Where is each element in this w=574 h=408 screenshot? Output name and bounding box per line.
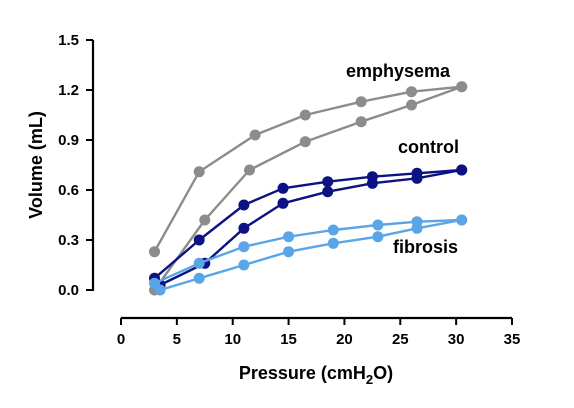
x-axis-title: Pressure (cmH2O) bbox=[239, 363, 393, 387]
x-tick-label: 5 bbox=[173, 331, 181, 348]
data-point-fibrosis bbox=[193, 272, 205, 284]
data-point-fibrosis bbox=[327, 224, 339, 236]
data-point-control bbox=[366, 171, 378, 183]
axes bbox=[91, 40, 512, 320]
data-point-fibrosis bbox=[283, 231, 295, 243]
data-point-fibrosis bbox=[238, 241, 250, 253]
y-ticks: 0.0 0.3 0.6 0.9 1.2 1.5 bbox=[58, 32, 93, 299]
data-point-emphysema bbox=[406, 86, 417, 98]
data-point-control bbox=[277, 197, 289, 209]
data-point-control bbox=[238, 222, 250, 234]
x-axis-title-subscript: 2 bbox=[366, 372, 373, 387]
y-tick-label: 0.3 bbox=[58, 232, 79, 249]
x-tick-label: 30 bbox=[448, 331, 465, 348]
data-point-fibrosis bbox=[411, 216, 423, 228]
data-point-control bbox=[411, 167, 423, 179]
data-point-emphysema bbox=[199, 214, 211, 226]
series-label-emphysema: emphysema bbox=[346, 61, 451, 81]
data-point-fibrosis bbox=[372, 231, 384, 243]
x-ticks: 0 5 10 15 20 25 30 35 bbox=[117, 318, 521, 348]
data-point-emphysema bbox=[355, 116, 367, 128]
data-point-emphysema bbox=[406, 99, 417, 111]
data-point-emphysema bbox=[299, 136, 311, 148]
y-tick-label: 0.6 bbox=[58, 182, 79, 199]
x-tick-label: 0 bbox=[117, 331, 125, 348]
x-tick-label: 35 bbox=[504, 331, 521, 348]
data-point-control bbox=[277, 182, 289, 194]
series-label-control: control bbox=[398, 137, 459, 157]
data-point-control bbox=[322, 186, 334, 198]
data-point-fibrosis bbox=[149, 277, 160, 289]
series-line-control-inflation bbox=[159, 168, 462, 287]
data-point-fibrosis bbox=[283, 246, 295, 258]
series-line-control-deflation bbox=[153, 168, 462, 280]
data-point-control bbox=[456, 164, 468, 176]
data-point-emphysema bbox=[355, 96, 367, 108]
y-tick-label: 0.0 bbox=[58, 282, 79, 299]
y-tick-label: 0.9 bbox=[58, 132, 79, 149]
data-point-fibrosis bbox=[193, 257, 205, 269]
data-point-control bbox=[238, 199, 250, 211]
data-point-emphysema bbox=[456, 81, 468, 93]
series-label-fibrosis: fibrosis bbox=[393, 237, 458, 257]
data-point-control bbox=[193, 234, 205, 246]
series-emphysema bbox=[149, 81, 468, 296]
data-point-emphysema bbox=[244, 164, 255, 176]
data-point-emphysema bbox=[193, 166, 205, 178]
data-point-fibrosis bbox=[238, 259, 250, 271]
series-line-fibrosis-inflation bbox=[159, 218, 462, 292]
series-fibrosis bbox=[149, 214, 468, 296]
x-tick-label: 20 bbox=[336, 331, 353, 348]
series-line-fibrosis-deflation bbox=[154, 218, 462, 285]
data-point-fibrosis bbox=[372, 219, 384, 231]
x-tick-label: 10 bbox=[224, 331, 241, 348]
x-tick-label: 15 bbox=[280, 331, 297, 348]
data-point-emphysema bbox=[249, 129, 261, 141]
data-point-emphysema bbox=[149, 246, 160, 258]
x-tick-label: 25 bbox=[392, 331, 409, 348]
data-point-fibrosis bbox=[327, 237, 339, 249]
data-point-emphysema bbox=[299, 109, 311, 121]
data-point-fibrosis bbox=[456, 214, 468, 226]
series-layer bbox=[149, 81, 468, 296]
y-axis-title: Volume (mL) bbox=[26, 111, 46, 219]
y-tick-label: 1.5 bbox=[58, 32, 79, 49]
y-tick-label: 1.2 bbox=[58, 82, 79, 99]
data-point-control bbox=[322, 176, 334, 188]
